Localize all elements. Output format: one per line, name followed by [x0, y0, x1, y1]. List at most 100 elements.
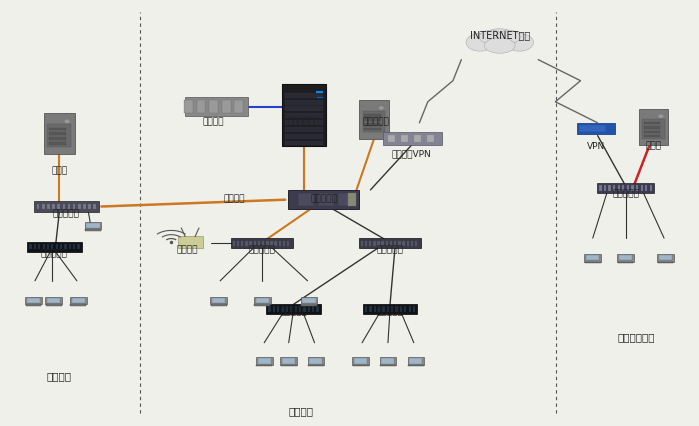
FancyBboxPatch shape — [285, 121, 323, 126]
FancyBboxPatch shape — [373, 241, 375, 246]
FancyBboxPatch shape — [303, 298, 315, 303]
FancyBboxPatch shape — [382, 307, 384, 312]
FancyBboxPatch shape — [48, 125, 71, 147]
Ellipse shape — [466, 35, 494, 52]
FancyBboxPatch shape — [640, 186, 643, 191]
FancyBboxPatch shape — [604, 186, 606, 191]
FancyBboxPatch shape — [380, 365, 396, 366]
Ellipse shape — [505, 35, 533, 52]
FancyBboxPatch shape — [649, 186, 652, 191]
FancyBboxPatch shape — [658, 262, 673, 263]
FancyBboxPatch shape — [310, 359, 322, 364]
FancyBboxPatch shape — [386, 241, 388, 246]
FancyBboxPatch shape — [62, 204, 65, 210]
Text: 服务器: 服务器 — [51, 166, 68, 175]
Text: 核心交换机: 核心交换机 — [310, 193, 337, 203]
FancyBboxPatch shape — [308, 357, 324, 365]
FancyBboxPatch shape — [258, 359, 271, 364]
FancyBboxPatch shape — [353, 365, 368, 366]
FancyBboxPatch shape — [256, 357, 273, 365]
Ellipse shape — [480, 31, 503, 45]
FancyBboxPatch shape — [382, 359, 394, 364]
FancyBboxPatch shape — [597, 183, 654, 194]
FancyBboxPatch shape — [619, 256, 632, 261]
FancyBboxPatch shape — [398, 241, 401, 246]
FancyBboxPatch shape — [415, 241, 417, 246]
FancyBboxPatch shape — [618, 262, 633, 263]
FancyBboxPatch shape — [254, 305, 270, 306]
FancyBboxPatch shape — [52, 204, 55, 210]
FancyBboxPatch shape — [285, 141, 323, 146]
FancyBboxPatch shape — [57, 204, 60, 210]
FancyBboxPatch shape — [348, 193, 356, 206]
Text: VPN: VPN — [587, 141, 605, 150]
FancyBboxPatch shape — [196, 101, 206, 114]
FancyBboxPatch shape — [212, 298, 225, 303]
FancyBboxPatch shape — [231, 239, 293, 249]
FancyBboxPatch shape — [364, 128, 380, 131]
FancyBboxPatch shape — [299, 307, 301, 312]
FancyBboxPatch shape — [222, 101, 231, 114]
FancyBboxPatch shape — [380, 357, 396, 365]
FancyBboxPatch shape — [47, 204, 50, 210]
Text: 汇聚交换机: 汇聚交换机 — [612, 189, 639, 199]
FancyBboxPatch shape — [51, 245, 53, 250]
FancyBboxPatch shape — [285, 128, 323, 132]
Circle shape — [380, 107, 383, 110]
FancyBboxPatch shape — [68, 204, 71, 210]
FancyBboxPatch shape — [303, 307, 305, 312]
FancyBboxPatch shape — [659, 256, 672, 261]
FancyBboxPatch shape — [584, 254, 601, 262]
Text: 远程分支机构: 远程分支机构 — [617, 331, 655, 342]
FancyBboxPatch shape — [308, 307, 310, 312]
FancyBboxPatch shape — [365, 241, 367, 246]
FancyBboxPatch shape — [280, 357, 297, 365]
FancyBboxPatch shape — [400, 307, 402, 312]
FancyBboxPatch shape — [237, 241, 239, 246]
FancyBboxPatch shape — [258, 241, 260, 246]
FancyBboxPatch shape — [363, 304, 417, 314]
FancyBboxPatch shape — [38, 245, 41, 250]
FancyBboxPatch shape — [273, 307, 275, 312]
FancyBboxPatch shape — [250, 241, 252, 246]
Text: 汇聚交换机: 汇聚交换机 — [377, 245, 403, 254]
FancyBboxPatch shape — [622, 186, 624, 191]
FancyBboxPatch shape — [631, 186, 633, 191]
FancyBboxPatch shape — [88, 204, 91, 210]
FancyBboxPatch shape — [71, 305, 86, 306]
FancyBboxPatch shape — [87, 223, 99, 228]
FancyBboxPatch shape — [317, 307, 319, 312]
Text: 主办公楼: 主办公楼 — [288, 405, 313, 415]
FancyBboxPatch shape — [410, 359, 422, 364]
FancyBboxPatch shape — [415, 135, 421, 143]
FancyBboxPatch shape — [585, 262, 600, 263]
FancyBboxPatch shape — [50, 133, 66, 136]
FancyBboxPatch shape — [29, 245, 31, 250]
FancyBboxPatch shape — [287, 241, 289, 246]
FancyBboxPatch shape — [27, 242, 82, 252]
Text: 网络主干: 网络主干 — [224, 193, 245, 203]
FancyBboxPatch shape — [318, 193, 333, 206]
FancyBboxPatch shape — [254, 297, 271, 305]
FancyBboxPatch shape — [285, 94, 323, 98]
FancyBboxPatch shape — [387, 307, 389, 312]
FancyBboxPatch shape — [43, 245, 45, 250]
FancyBboxPatch shape — [369, 241, 371, 246]
FancyBboxPatch shape — [27, 298, 40, 303]
FancyBboxPatch shape — [85, 222, 101, 230]
FancyBboxPatch shape — [413, 307, 415, 312]
FancyBboxPatch shape — [262, 241, 264, 246]
FancyBboxPatch shape — [285, 135, 323, 139]
FancyBboxPatch shape — [390, 241, 392, 246]
FancyBboxPatch shape — [378, 307, 380, 312]
FancyBboxPatch shape — [579, 126, 606, 132]
FancyBboxPatch shape — [408, 357, 424, 365]
FancyBboxPatch shape — [408, 365, 424, 366]
FancyBboxPatch shape — [301, 297, 317, 305]
FancyBboxPatch shape — [363, 112, 385, 132]
FancyBboxPatch shape — [210, 297, 227, 305]
FancyBboxPatch shape — [613, 186, 615, 191]
FancyBboxPatch shape — [617, 254, 634, 262]
FancyBboxPatch shape — [34, 245, 36, 250]
FancyBboxPatch shape — [369, 307, 371, 312]
